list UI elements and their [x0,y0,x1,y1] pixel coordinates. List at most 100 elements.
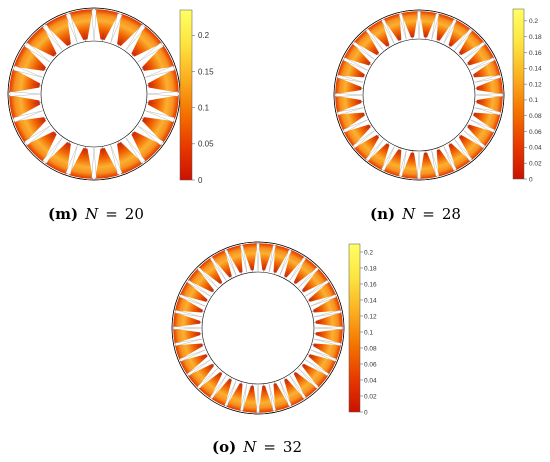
flux-lobe [337,112,365,131]
tooth-line [313,321,323,323]
tooth-line [196,344,205,347]
flux-lobe [315,328,343,344]
magnet-wedge [454,28,473,51]
tooth-line [227,377,232,385]
flux-lobe [313,296,342,313]
magnet-wedges [173,243,343,413]
magnet-wedge [125,24,146,51]
magnet-wedge [197,267,218,288]
tooth-line [193,333,203,335]
tooth-line [458,49,465,56]
tooth-line [49,131,57,139]
magnet-wedge [239,383,248,411]
colorbar-tick-label: 0.12 [529,81,542,88]
colorbar-tick-label: 0.02 [364,393,377,400]
stator-teeth [355,31,483,159]
flux-lobe [131,26,162,57]
tooth-line [65,141,71,150]
magnet-wedge [209,257,227,281]
colorbar-tick-label: 0.04 [364,377,377,384]
magnet-wedge [352,130,375,149]
colorbar-tick-label: 0.14 [364,297,377,304]
flux-lobes [9,9,179,179]
caption-m-variable: N [84,205,99,223]
tooth-line [84,32,86,42]
flux-lobe [45,13,71,46]
flux-lobe [142,45,175,71]
tooth-line [146,102,156,104]
tooth-line [411,150,413,159]
flux-lobe [293,257,318,285]
magnet-wedge [381,19,395,44]
flux-lobe [95,147,120,179]
flux-lobe [343,124,371,147]
flux-lobe [419,152,437,179]
magnet-wedge [91,9,97,41]
tooth-line [373,49,380,56]
ring-plot-m [7,7,181,181]
colorbar-tick-label: 0.06 [529,129,542,136]
magnet-wedge [343,57,368,71]
magnet-wedge [431,150,440,177]
colorbar-tick-label: 0.14 [529,66,542,73]
magnet-wedge [310,294,337,307]
flux-lobe [174,343,203,360]
tooth-line [102,32,104,42]
colorbar-gradient [348,243,361,413]
flux-lobe [226,244,243,273]
magnet-wedge [175,338,203,347]
magnet-wedge [42,137,63,164]
tooth-line [146,84,156,86]
magnet-wedge [9,91,41,97]
colorbar-tick-label: 0.15 [198,67,214,76]
flux-lobe [9,95,41,120]
flux-lobe [436,13,455,41]
colorbar-m: 0.2 0.15 0.1 0.05 0 [179,9,214,185]
magnet-wedge [305,359,329,377]
caption-n-equals: = [422,205,435,223]
tooth-line [196,309,205,312]
magnet-wedge [298,368,319,389]
flux-lobe [308,354,337,375]
caption-m-equals: = [105,205,118,223]
caption-m: (m) N = 20 [48,205,144,223]
tooth-line [466,60,474,66]
panel-m: 0.2 0.15 0.1 0.05 0 (m) N = 20 [7,7,214,223]
magnet-wedge [398,150,407,177]
tooth-line [311,309,320,312]
tooth-line [364,124,372,130]
flux-lobe [367,19,390,47]
tooth-line [117,38,123,47]
magnet-wedge [470,57,495,71]
stator-inner-boundary [201,271,315,385]
outer-outline [333,9,505,181]
flux-lobe [198,371,223,399]
flux-lobe [467,124,495,147]
caption-n-letter: (n) [370,205,395,223]
caption-n: (n) N = 28 [370,205,461,223]
magnet-wedge [13,65,43,78]
magnet-wedge [187,279,211,297]
magnet-wedge [470,119,495,133]
tooth-line [117,141,123,150]
magnet-wedge [137,42,164,63]
panel-n: 0.20.180.160.140.120.10.080.060.040.020 … [333,8,542,223]
magnet-wedge [173,326,202,330]
magnet-wedge [431,13,440,40]
flux-lobe [242,243,258,271]
tooth-line [358,73,367,77]
magnet-wedge [209,375,227,399]
flux-lobe [476,95,503,113]
flux-lobe [211,378,232,407]
magnet-wedge [305,279,329,297]
ring-plot-o [171,241,345,415]
tooth-line [131,49,139,57]
flux-lobe [9,68,41,93]
tooth-line [301,286,308,293]
magnet-wedge [256,384,260,413]
stator-inner-boundary [362,38,476,152]
flux-lobe [284,378,305,407]
magnet-wedge [91,147,97,179]
caption-o: (o) N = 32 [212,438,302,456]
magnet-wedge [175,309,203,318]
